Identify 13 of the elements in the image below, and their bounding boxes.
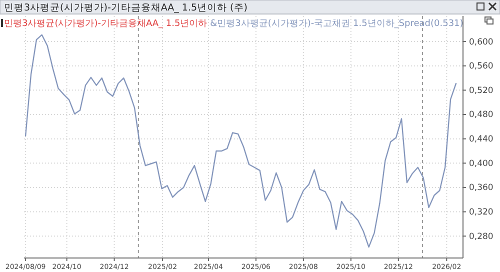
chart-subtitle: 민평3사평균(시가평가)-기타금융채AA_ 1.5년이하 bbox=[4, 19, 210, 29]
y-tick-label: 0,400 bbox=[469, 158, 494, 169]
y-tick-label: 0,520 bbox=[469, 86, 494, 96]
y-tick-label: 0,480 bbox=[469, 110, 494, 120]
y-tick-label: 0,440 bbox=[469, 134, 494, 145]
line-series bbox=[24, 34, 457, 248]
y-tick-label: 0,560 bbox=[469, 62, 494, 72]
y-tick-label: 0,600 bbox=[469, 37, 494, 48]
chart-title: 민평3사평균(시가평가)-기타금융채AA_ 1.5년이하 (주) bbox=[4, 2, 248, 14]
y-tick-label: 0,360 bbox=[469, 183, 494, 194]
text: &민평3사평균(시가평가)-국고채권 1.5년이하_Spread(0.531) bbox=[210, 19, 464, 29]
y-tick-label: 0,280 bbox=[469, 232, 494, 242]
y-tick-label: 0,320 bbox=[469, 208, 494, 218]
